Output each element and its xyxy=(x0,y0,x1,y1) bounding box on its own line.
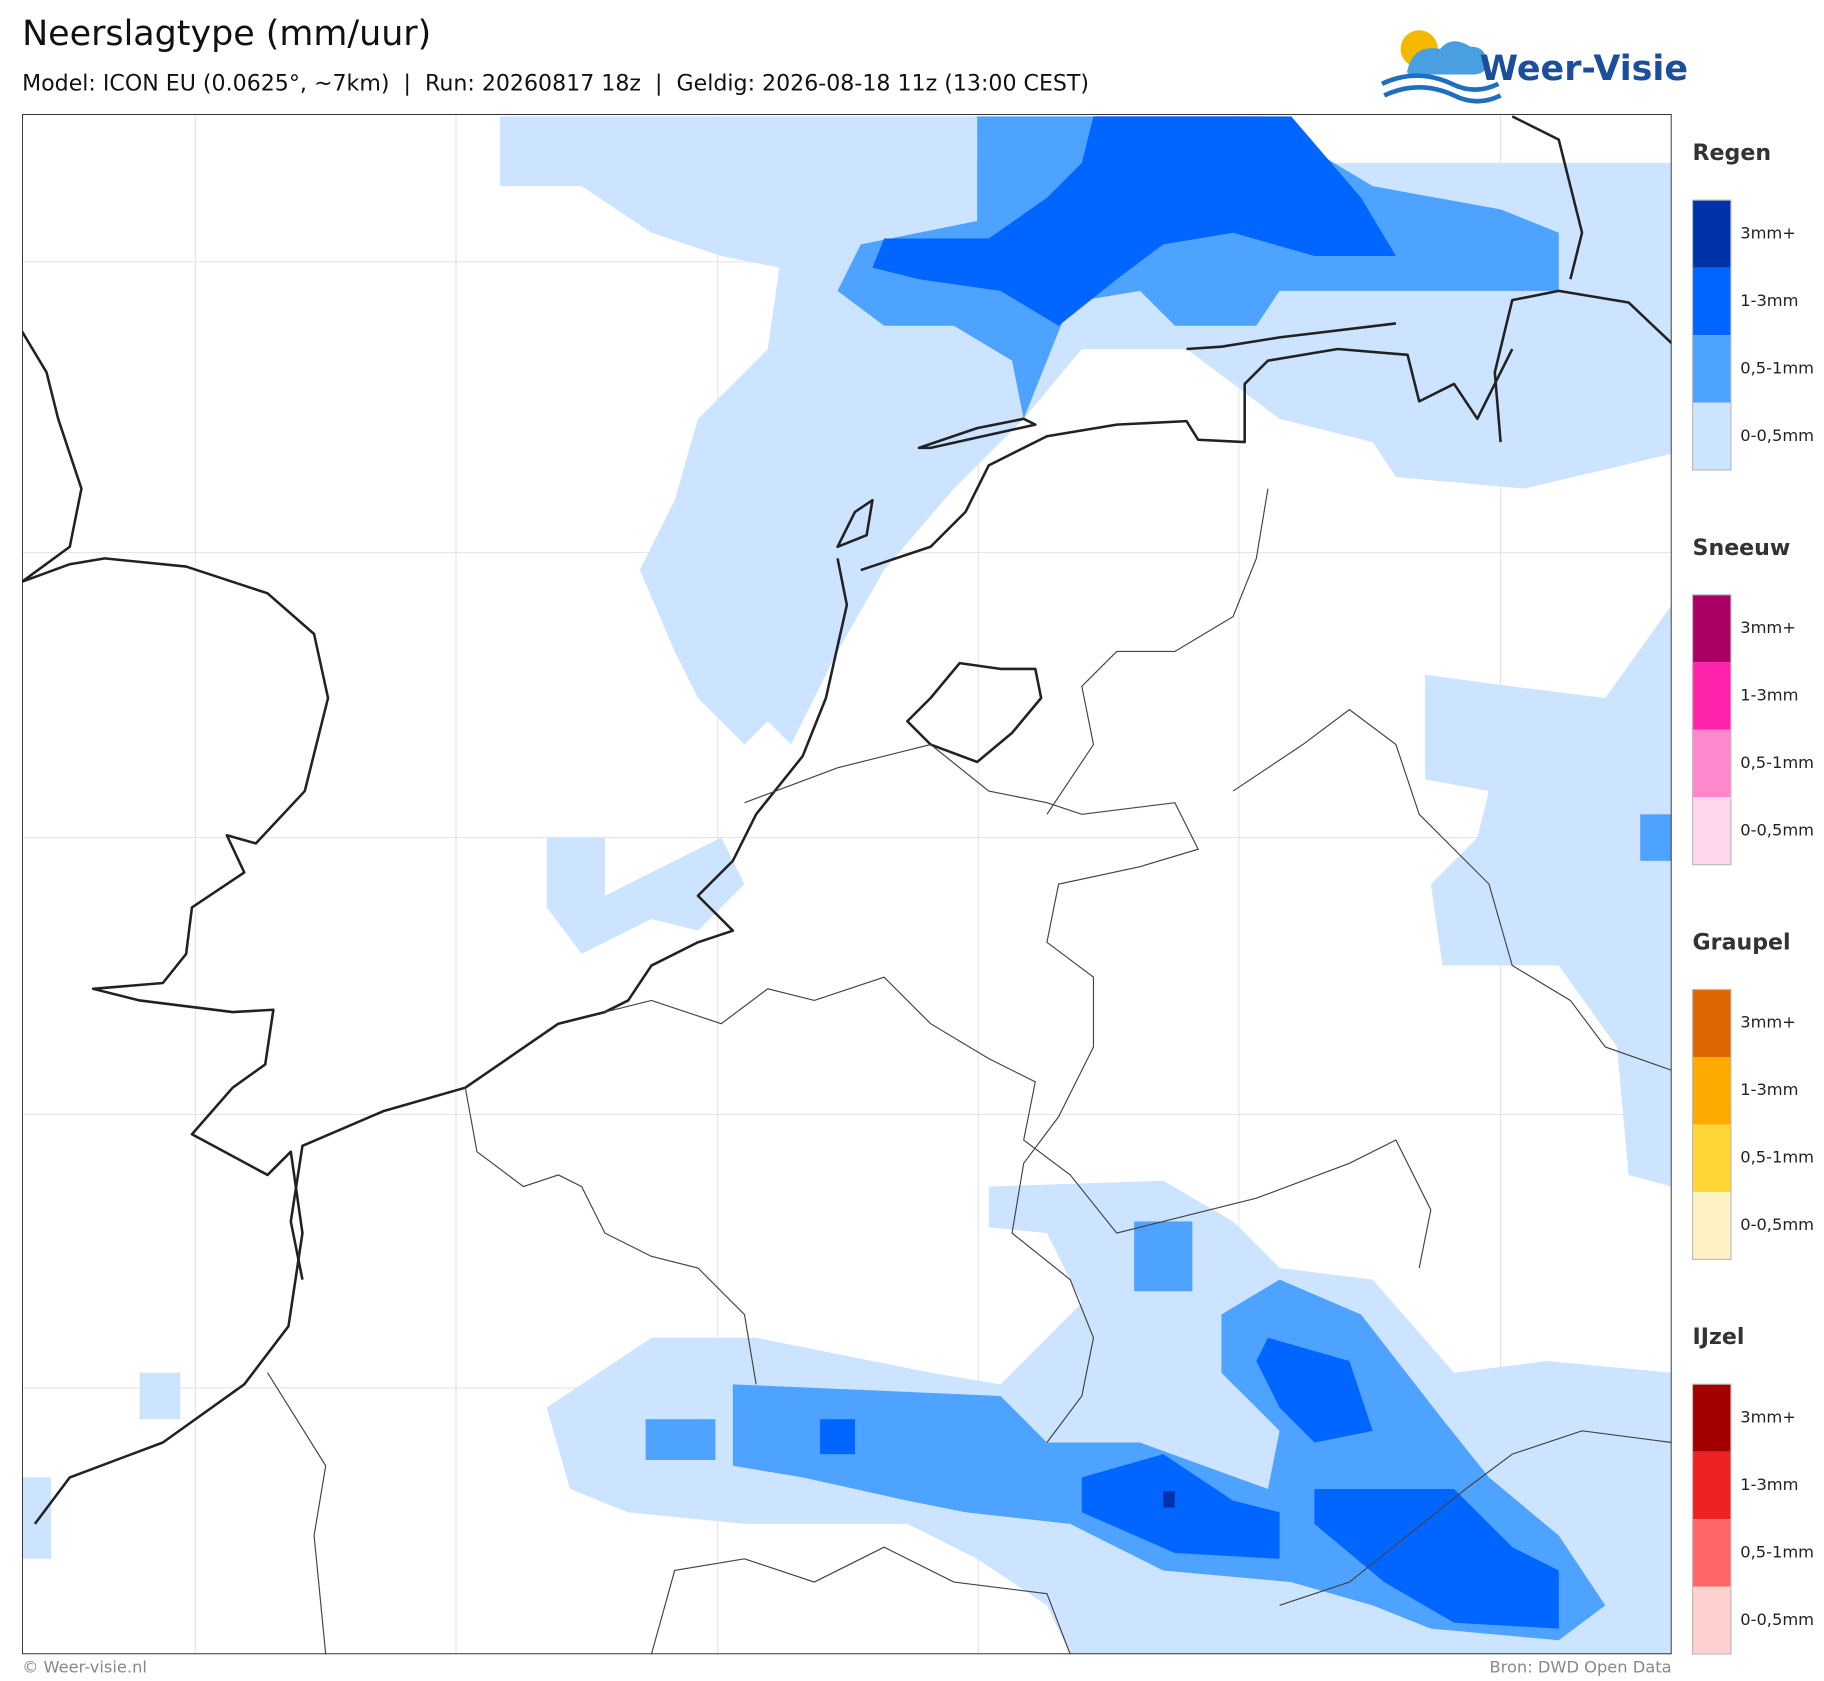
logo: Weer-Visie xyxy=(1380,30,1688,104)
legend-group-title: Regen xyxy=(1693,140,1772,166)
legend-swatch xyxy=(1692,729,1731,798)
legend-swatch xyxy=(1692,1124,1731,1192)
legend-swatch xyxy=(1692,1451,1731,1520)
subtitle: Model: ICON EU (0.0625°, ~7km) | Run: 20… xyxy=(22,70,1089,96)
legend-group-title: Sneeuw xyxy=(1693,535,1791,561)
legend-swatch xyxy=(1692,1056,1731,1125)
legend-label: 0,5-1mm xyxy=(1740,753,1814,772)
legend-label: 1-3mm xyxy=(1740,1475,1798,1494)
legend-label: 0,5-1mm xyxy=(1740,1148,1814,1167)
legend-swatch xyxy=(1692,402,1731,470)
legend-label: 0,5-1mm xyxy=(1740,1542,1814,1561)
precipitation xyxy=(22,116,1672,1655)
legend-label: 3mm+ xyxy=(1740,1407,1796,1426)
legend-box xyxy=(1691,594,1732,866)
legend-swatch xyxy=(1692,1519,1731,1587)
legend-swatch xyxy=(1692,200,1731,268)
legend: Regen 3mm+ 1-3mm 0,5-1mm 0-0,5mm Sneeuw 3mm+ 1-… xyxy=(1691,140,1814,1655)
borders xyxy=(267,488,1672,1655)
legend-box xyxy=(1691,199,1732,471)
legend-swatch xyxy=(1692,1384,1731,1452)
footer-right: Bron: DWD Open Data xyxy=(1489,1658,1671,1677)
legend-swatch xyxy=(1692,594,1731,663)
legend-swatch xyxy=(1692,989,1731,1057)
legend-label: 1-3mm xyxy=(1740,1080,1798,1099)
footer-left: © Weer-visie.nl xyxy=(22,1658,147,1677)
legend-label: 3mm+ xyxy=(1740,1013,1796,1032)
legend-label: 0-0,5mm xyxy=(1740,426,1814,445)
legend-label: 1-3mm xyxy=(1740,686,1798,705)
map xyxy=(22,114,1672,1655)
legend-swatch xyxy=(1692,335,1731,403)
legend-swatch xyxy=(1692,267,1731,336)
legend-box xyxy=(1691,988,1732,1260)
legend-label: 3mm+ xyxy=(1740,618,1796,637)
legend-label: 1-3mm xyxy=(1740,291,1798,310)
legend-group-title: IJzel xyxy=(1693,1324,1745,1350)
legend-label: 0-0,5mm xyxy=(1740,1610,1814,1629)
legend-group-title: Graupel xyxy=(1693,929,1791,955)
legend-label: 0-0,5mm xyxy=(1740,1215,1814,1234)
title: Neerslagtype (mm/uur) xyxy=(22,14,431,54)
legend-box xyxy=(1691,1383,1732,1655)
legend-swatch xyxy=(1692,662,1731,730)
legend-swatch xyxy=(1692,797,1731,865)
legend-label: 0,5-1mm xyxy=(1740,358,1814,377)
legend-swatch xyxy=(1692,1586,1731,1655)
legend-swatch xyxy=(1692,1191,1731,1260)
logo-text: Weer-Visie xyxy=(1480,49,1688,89)
legend-label: 0-0,5mm xyxy=(1740,820,1814,839)
legend-label: 3mm+ xyxy=(1740,223,1796,242)
coastlines xyxy=(22,115,1672,1525)
